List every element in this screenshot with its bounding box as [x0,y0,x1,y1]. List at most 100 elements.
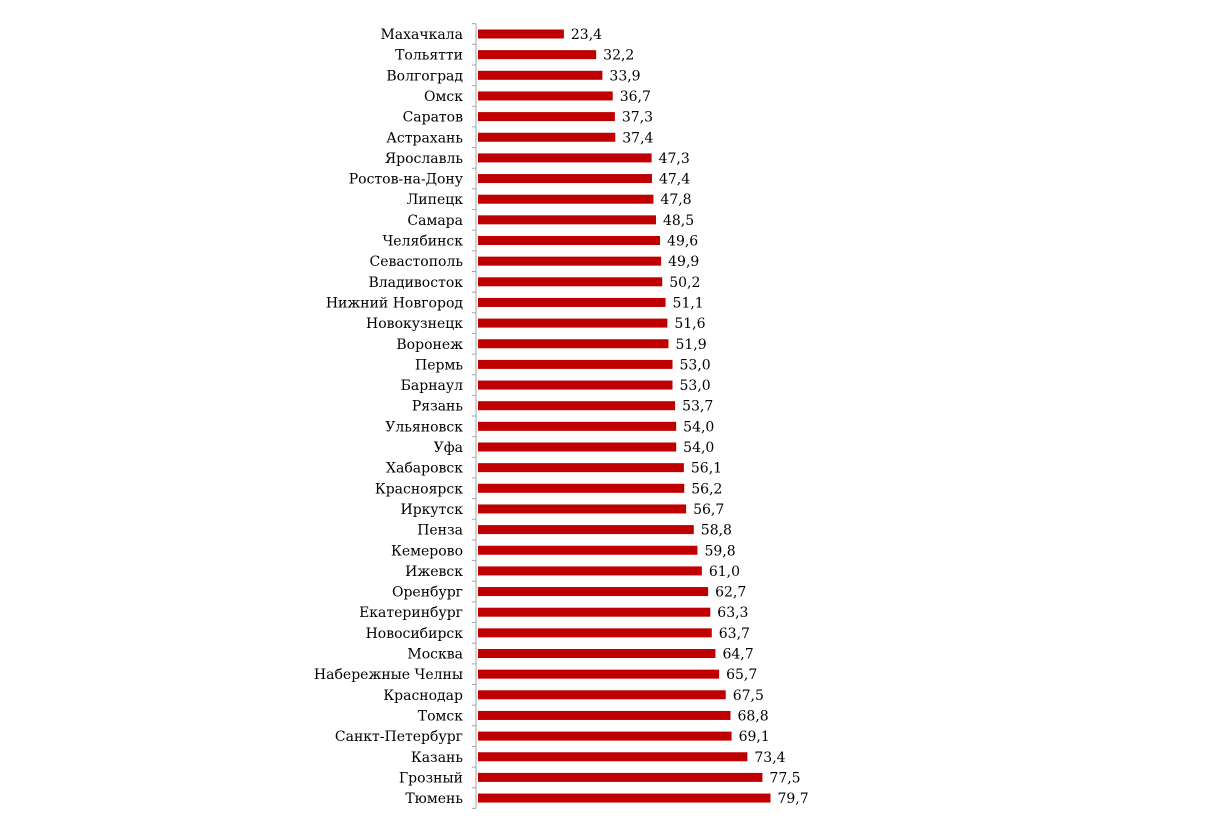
bars-group [478,29,771,803]
value-label: 47,3 [659,151,690,167]
category-label: Ижевск [405,564,463,580]
value-label: 63,7 [719,626,750,642]
value-label: 48,5 [663,213,694,229]
bar [478,236,661,245]
bar [478,174,652,184]
bar [478,132,616,142]
bar [478,297,666,307]
value-label: 67,5 [733,688,764,704]
bar [478,628,712,638]
bar [478,710,731,720]
category-label: Ярославль [385,151,464,167]
value-labels-group: 23,432,2 33,9 36,7 37,3 37,4 47,3 47,4 47,8 48,5… [571,27,809,807]
bar [478,463,684,473]
category-label: Кемерово [391,543,463,559]
value-label: 51,1 [673,295,704,311]
bar [478,649,716,658]
value-label: 37,3 [622,110,653,126]
bar [478,566,702,576]
value-label: 58,8 [701,523,732,539]
bar [478,380,673,390]
value-label: 69,1 [739,729,770,745]
category-label: Грозный [399,770,463,786]
category-label: Барнаул [401,378,464,394]
value-label: 73,4 [754,750,785,766]
bar [478,91,613,101]
category-label: Тольятти [395,48,463,64]
value-label: 63,3 [717,605,748,621]
category-label: Набережные Челны [314,667,463,683]
value-label: 37,4 [622,130,653,146]
category-label: Махачкала [380,27,463,43]
category-label: Нижний Новгород [326,295,464,311]
value-label: 68,8 [737,708,768,724]
y-axis-group [472,23,477,809]
value-label: 54,0 [683,419,714,435]
value-label: 53,0 [680,378,711,394]
bar [478,607,711,617]
bar [478,318,668,328]
value-label: 65,7 [726,667,757,683]
category-label: Москва [407,647,463,663]
category-labels-group: Махачкала Тольятти Волгоград Омск Саратов Аст… [314,27,464,807]
value-label: 49,9 [668,254,699,270]
category-label: Челябинск [382,234,463,250]
category-label: Новокузнецк [366,316,463,332]
bar [478,504,687,514]
bar [478,277,663,287]
value-label: 47,8 [660,192,691,208]
value-label: 64,7 [722,647,753,663]
category-label: Саратов [403,110,464,126]
category-label: Волгоград [386,68,463,84]
category-label: Казань [411,750,463,766]
category-label: Пермь [415,357,463,373]
bar [478,442,677,452]
category-label: Липецк [407,192,464,208]
bar [478,50,597,60]
bar [478,339,669,349]
value-label: 47,4 [659,172,690,188]
value-label: 56,7 [693,502,724,518]
value-label: 49,6 [667,234,698,250]
bar [478,359,673,369]
bar [478,793,771,803]
category-label: Краснодар [383,688,463,704]
category-label: Уфа [434,440,463,456]
value-label: 62,7 [715,585,746,601]
bar [478,421,677,431]
category-label: Томск [418,708,463,724]
category-label: Ростов-на-Дону [349,172,464,188]
category-label: Хабаровск [386,461,463,477]
value-label: 77,5 [769,770,800,786]
value-label: 36,7 [620,89,651,105]
category-label: Екатеринбург [359,605,463,621]
bar [478,483,685,493]
bar [478,587,709,597]
bar [478,256,662,266]
category-label: Ульяновск [385,419,463,435]
category-label: Омск [424,89,463,105]
category-label: Самара [407,213,463,229]
category-label: Рязань [412,399,464,415]
value-label: 54,0 [683,440,714,456]
bar [478,752,748,762]
category-label: Оренбург [392,585,463,601]
category-label: Севастополь [369,254,463,270]
bar [478,731,732,741]
bar [478,545,698,555]
category-label: Воронеж [396,337,463,353]
value-label: 32,2 [603,48,634,64]
category-label: Красноярск [375,481,463,497]
value-label: 59,8 [704,543,735,559]
category-label: Владивосток [368,275,463,291]
bar [478,525,694,535]
category-label: Санкт-Петербург [335,729,463,745]
bar [478,215,656,225]
category-label: Пенза [417,523,463,539]
bar [478,29,564,39]
bar [478,772,763,782]
value-label: 53,0 [680,357,711,373]
bar [478,669,720,679]
value-label: 33,9 [609,68,640,84]
